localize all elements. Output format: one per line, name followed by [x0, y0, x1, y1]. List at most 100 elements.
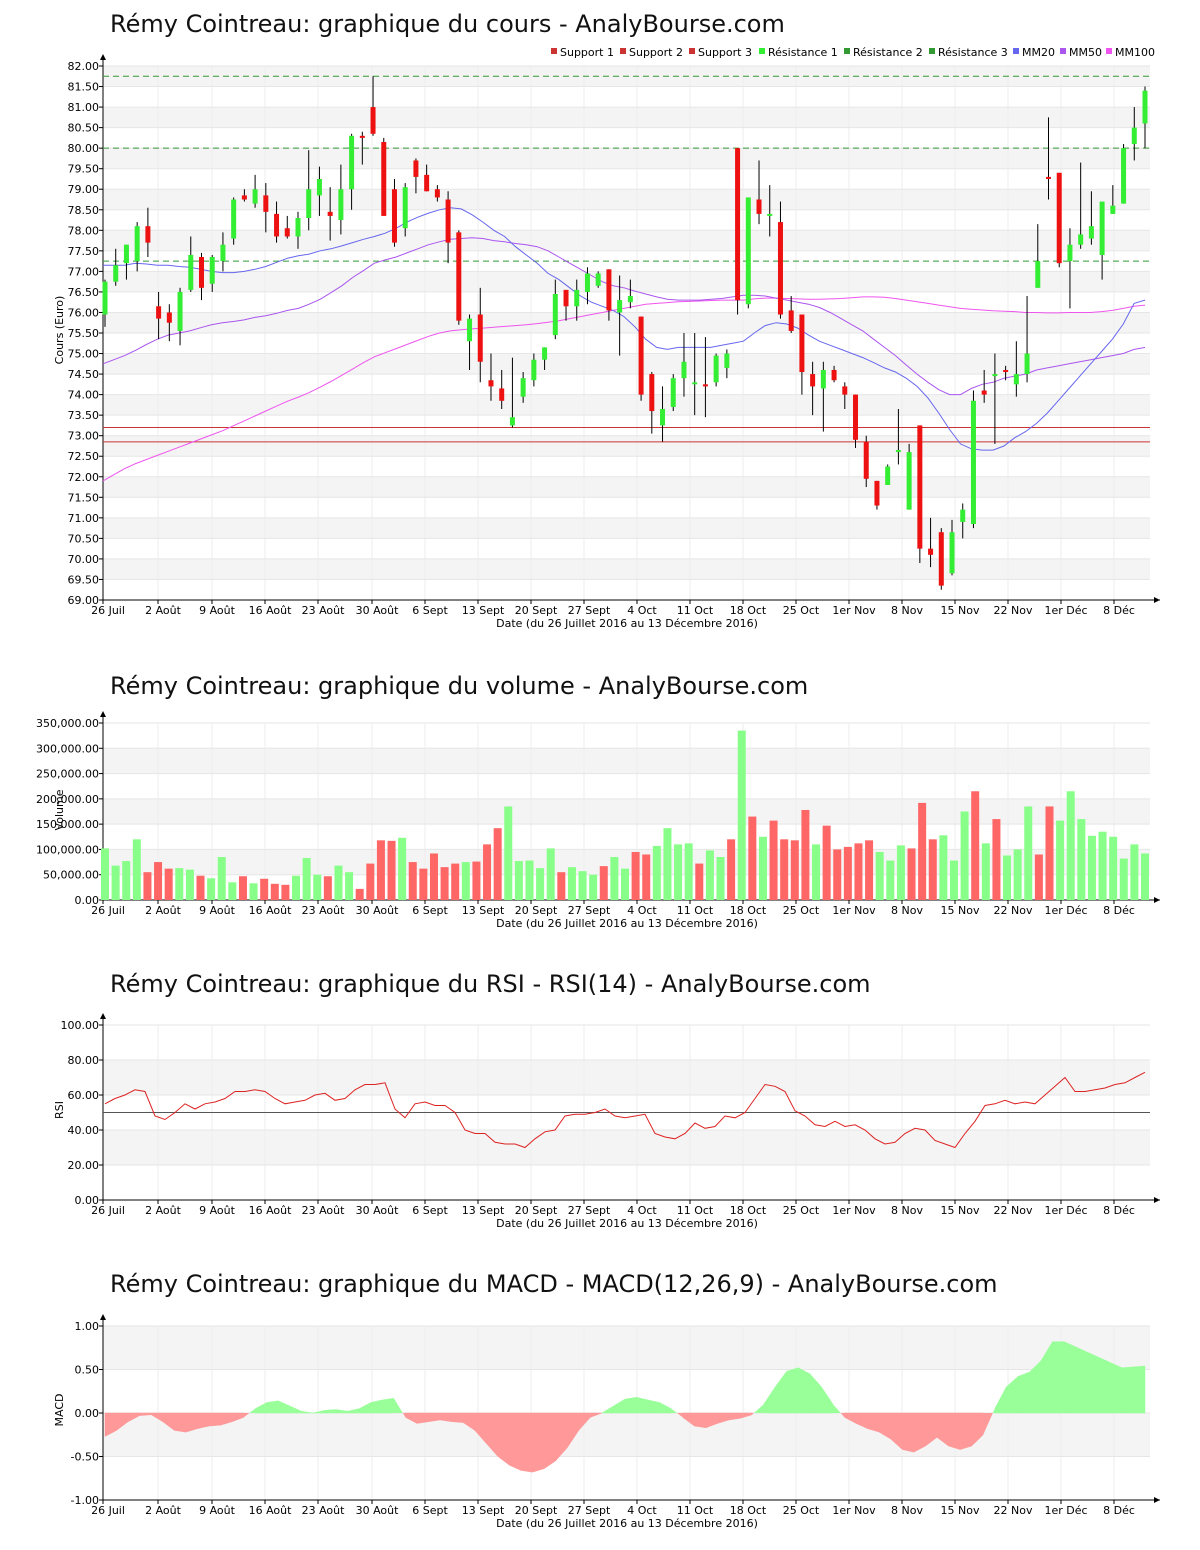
volume-bar — [1066, 791, 1075, 900]
candle-body — [424, 174, 430, 192]
price-chart: 69.00 69.50 70.00 70.50 71.00 71.50 72.00 72.50… — [53, 46, 1160, 630]
x-axis-arrow — [1154, 1197, 1160, 1203]
volume-bar — [185, 869, 194, 900]
x-tick-label: 25 Oct — [783, 1504, 820, 1517]
volume-bar — [780, 839, 789, 900]
candle-body — [1099, 201, 1105, 255]
grid-band — [103, 1130, 1150, 1165]
volume-bar — [631, 851, 640, 900]
volume-bar — [270, 883, 279, 900]
volume-bar — [939, 835, 948, 900]
x-tick-label: 20 Sept — [515, 904, 558, 917]
x-tick-label: 8 Déc — [1103, 1504, 1135, 1517]
x-tick-label: 9 Août — [199, 604, 236, 617]
candle-body — [509, 417, 515, 426]
volume-bar — [1045, 806, 1054, 900]
volume-bar — [610, 857, 619, 900]
volume-bar — [1003, 855, 1012, 900]
candle-body — [552, 293, 558, 336]
volume-bar — [461, 862, 470, 900]
x-tick-label: 20 Sept — [515, 604, 558, 617]
macd-area-segment — [992, 1408, 995, 1413]
macd-area-segment — [509, 1412, 522, 1471]
candle-body — [488, 380, 494, 387]
x-tick-label: 6 Sept — [412, 604, 448, 617]
y-axis-arrow — [100, 1013, 106, 1019]
volume-bar — [345, 872, 354, 900]
macd-area-segment — [382, 1397, 395, 1414]
candle-body — [327, 211, 333, 216]
candle-body — [295, 217, 301, 237]
candle-body — [198, 257, 204, 288]
macd-area-segment — [1017, 1371, 1030, 1414]
x-tick-label: 27 Sept — [568, 1504, 611, 1517]
candle-body — [638, 316, 644, 395]
x-tick-label: 16 Août — [249, 604, 293, 617]
candle-body — [1024, 353, 1030, 375]
x-tick-label: 15 Nov — [941, 904, 980, 917]
candle-body — [156, 306, 162, 319]
x-tick-label: 11 Oct — [677, 904, 714, 917]
macd-area-segment — [301, 1410, 314, 1414]
volume-bar — [387, 840, 396, 900]
volume-bar — [949, 860, 958, 900]
y-tick-label: 0.50 — [75, 1364, 100, 1377]
x-tick-label: 22 Nov — [994, 904, 1033, 917]
macd-area-segment — [266, 1400, 279, 1414]
candle-body — [252, 189, 258, 204]
y-tick-label: 0.00 — [75, 1407, 100, 1420]
legend-label: Résistance 3 — [938, 46, 1008, 59]
volume-bar — [727, 839, 736, 900]
volume-bar — [472, 861, 481, 900]
macd-area-segment — [439, 1412, 452, 1422]
macd-area-segment — [600, 1405, 614, 1414]
y-tick-label: -1.00 — [71, 1494, 99, 1507]
candle-body — [853, 394, 859, 440]
x-tick-label: 8 Déc — [1103, 904, 1135, 917]
y-tick-label: 80.50 — [68, 122, 100, 135]
candle-body — [359, 135, 365, 138]
candle-body — [1110, 205, 1116, 214]
legend-label: MM100 — [1115, 46, 1155, 59]
macd-area-segment — [786, 1367, 799, 1414]
price-chart-panel: Rémy Cointreau: graphique du cours - Ana… — [0, 0, 1200, 640]
legend-label: Support 2 — [629, 46, 683, 59]
macd-area-segment — [1133, 1365, 1146, 1414]
x-axis-label: Date (du 26 Juillet 2016 au 13 Décembre … — [496, 1217, 758, 1230]
macd-area-segment — [647, 1399, 660, 1414]
candle-body — [402, 187, 408, 229]
volume-bar — [408, 862, 417, 900]
macd-area-segment — [1098, 1356, 1111, 1414]
grid-band — [103, 230, 1150, 251]
volume-bar — [504, 806, 513, 900]
candle-body — [145, 226, 151, 243]
x-tick-label: 27 Sept — [568, 904, 611, 917]
volume-bar — [599, 866, 608, 900]
y-tick-label: 74.00 — [68, 389, 100, 402]
volume-bar — [302, 858, 311, 900]
volume-bar — [483, 844, 492, 900]
y-tick-label: 72.50 — [68, 450, 100, 463]
candle-body — [702, 384, 708, 387]
volume-bar — [196, 875, 205, 900]
y-tick-label: 150,000.00 — [36, 818, 99, 831]
candle-body — [1067, 244, 1073, 262]
legend-label: Résistance 1 — [768, 46, 838, 59]
legend-swatch — [929, 48, 935, 54]
volume-bar — [451, 863, 460, 900]
legend-label: Support 3 — [698, 46, 752, 59]
x-tick-label: 18 Oct — [730, 1504, 767, 1517]
y-tick-label: 200,000.00 — [36, 793, 99, 806]
x-tick-label: 25 Oct — [783, 1204, 820, 1217]
macd-area-segment — [671, 1408, 677, 1413]
macd-chart-panel: Rémy Cointreau: graphique du MACD - MACD… — [0, 1260, 1200, 1550]
volume-bar — [684, 843, 693, 900]
volume-bar — [737, 730, 746, 900]
volume-bar — [536, 868, 545, 900]
volume-bar — [621, 868, 629, 900]
x-tick-label: 13 Sept — [462, 904, 505, 917]
macd-area-segment — [1110, 1362, 1123, 1414]
macd-area-segment — [624, 1397, 637, 1414]
candle-body — [477, 314, 483, 362]
x-tick-label: 13 Sept — [462, 604, 505, 617]
